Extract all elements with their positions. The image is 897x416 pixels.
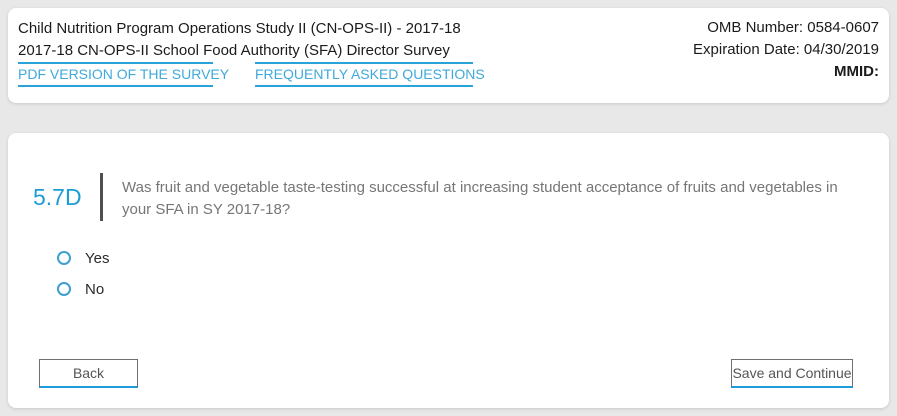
answer-options: Yes No bbox=[57, 250, 109, 312]
option-row-no[interactable]: No bbox=[57, 280, 109, 298]
question-card: 5.7D Was fruit and vegetable taste-testi… bbox=[8, 133, 889, 408]
faq-link-cell: FREQUENTLY ASKED QUESTIONS bbox=[255, 64, 485, 87]
option-no-label[interactable]: No bbox=[85, 280, 105, 298]
pdf-link-cell: PDF VERSION OF THE SURVEY bbox=[18, 64, 229, 87]
option-row-yes[interactable]: Yes bbox=[57, 249, 110, 267]
faq-link[interactable]: FREQUENTLY ASKED QUESTIONS bbox=[255, 66, 485, 82]
subtitle-underline-extension bbox=[255, 41, 473, 64]
expiration-date-label: Expiration Date: bbox=[693, 41, 800, 58]
header-left: Child Nutrition Program Operations Study… bbox=[18, 17, 485, 94]
omb-number-label: OMB Number: bbox=[707, 19, 804, 36]
question-number: 5.7D bbox=[33, 184, 82, 210]
header-meta: OMB Number: 0584-0607 Expiration Date: 0… bbox=[693, 17, 879, 94]
back-button[interactable]: Back bbox=[39, 359, 138, 388]
study-title: Child Nutrition Program Operations Study… bbox=[18, 20, 461, 37]
expiration-date-line: Expiration Date: 04/30/2019 bbox=[693, 39, 879, 61]
radio-yes-icon[interactable] bbox=[57, 251, 71, 265]
question-divider bbox=[100, 173, 103, 221]
omb-number-line: OMB Number: 0584-0607 bbox=[693, 17, 879, 39]
save-and-continue-button[interactable]: Save and Continue bbox=[731, 359, 853, 388]
question-row: 5.7D Was fruit and vegetable taste-testi… bbox=[33, 173, 862, 221]
header-links-grid: 2017-18 CN-OPS-II School Food Authority … bbox=[18, 41, 485, 87]
expiration-date-value: 04/30/2019 bbox=[803, 41, 879, 58]
option-yes-label[interactable]: Yes bbox=[85, 249, 110, 267]
subtitle-cell: 2017-18 CN-OPS-II School Food Authority … bbox=[18, 41, 450, 64]
header-card: Child Nutrition Program Operations Study… bbox=[8, 8, 889, 103]
survey-subtitle: 2017-18 CN-OPS-II School Food Authority … bbox=[18, 42, 450, 59]
question-text: Was fruit and vegetable taste-testing su… bbox=[122, 179, 838, 218]
mmid-label: MMID: bbox=[834, 63, 879, 80]
omb-number-value: 0584-0607 bbox=[807, 19, 879, 36]
radio-no-icon[interactable] bbox=[57, 282, 71, 296]
pdf-version-link[interactable]: PDF VERSION OF THE SURVEY bbox=[18, 66, 230, 82]
